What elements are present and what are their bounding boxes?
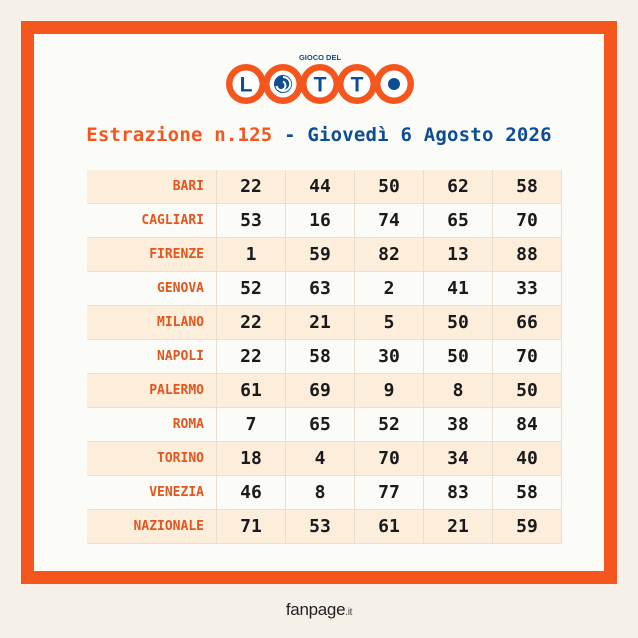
drawn-number: 13 [423, 237, 493, 272]
logo-balls [226, 64, 414, 104]
drawn-number: 46 [216, 475, 286, 510]
logo-letter: T [351, 74, 364, 97]
drawn-number: 21 [285, 305, 355, 340]
brand-name: fanpage [285, 600, 346, 619]
drawn-number: 53 [216, 203, 286, 238]
drawn-number: 52 [216, 271, 286, 306]
drawn-number: 50 [423, 305, 493, 340]
drawn-number: 38 [423, 407, 493, 442]
city-name: BARI [87, 170, 217, 204]
drawn-number: 50 [423, 339, 493, 374]
drawn-number: 59 [492, 509, 562, 544]
drawn-number: 8 [285, 475, 355, 510]
drawn-number: 62 [423, 170, 493, 204]
table-row: PALERMO 61 69 9 8 50 [87, 373, 562, 408]
drawn-number: 61 [354, 509, 424, 544]
drawn-number: 66 [492, 305, 562, 340]
city-name: FIRENZE [87, 237, 217, 272]
table-row: VENEZIA 46 8 77 83 58 [87, 475, 562, 510]
drawn-number: 34 [423, 441, 493, 476]
page-title: Estrazione n.125 - Giovedì 6 Agosto 2026 [0, 124, 638, 146]
drawn-number: 5 [354, 305, 424, 340]
drawn-number: 50 [492, 373, 562, 408]
drawn-number: 71 [216, 509, 286, 544]
drawn-number: 83 [423, 475, 493, 510]
city-name: PALERMO [87, 373, 217, 408]
logo-top-text: GIOCO DEL [299, 53, 342, 62]
draw-date: Giovedì 6 Agosto 2026 [307, 124, 552, 146]
drawn-number: 22 [216, 305, 286, 340]
drawn-number: 1 [216, 237, 286, 272]
table-row: GENOVA 52 63 2 41 33 [87, 271, 562, 306]
drawn-number: 65 [285, 407, 355, 442]
drawn-number: 21 [423, 509, 493, 544]
drawn-number: 59 [285, 237, 355, 272]
drawn-number: 50 [354, 170, 424, 204]
drawn-number: 70 [354, 441, 424, 476]
drawn-number: 33 [492, 271, 562, 306]
drawn-number: 58 [285, 339, 355, 374]
table-row: MILANO 22 21 5 50 66 [87, 305, 562, 340]
drawn-number: 63 [285, 271, 355, 306]
drawn-number: 30 [354, 339, 424, 374]
city-name: NAZIONALE [87, 509, 217, 544]
drawn-number: 61 [216, 373, 286, 408]
drawn-number: 8 [423, 373, 493, 408]
brand-tld: .it [345, 607, 353, 618]
drawn-number: 2 [354, 271, 424, 306]
drawn-number: 65 [423, 203, 493, 238]
logo-dot-icon [388, 78, 400, 90]
drawn-number: 82 [354, 237, 424, 272]
drawn-number: 74 [354, 203, 424, 238]
drawn-number: 58 [492, 170, 562, 204]
city-name: MILANO [87, 305, 217, 340]
drawn-number: 44 [285, 170, 355, 204]
table-row: NAZIONALE 71 53 61 21 59 [87, 509, 562, 544]
drawn-number: 70 [492, 339, 562, 374]
drawn-number: 69 [285, 373, 355, 408]
title-separator: - [284, 124, 296, 146]
city-name: CAGLIARI [87, 203, 217, 238]
city-name: VENEZIA [87, 475, 217, 510]
table-row: CAGLIARI 53 16 74 65 70 [87, 203, 562, 238]
drawn-number: 77 [354, 475, 424, 510]
table-row: TORINO 18 4 70 34 40 [87, 441, 562, 476]
draw-number: Estrazione n.125 [86, 124, 273, 146]
fanpage-logo: fanpage.it [0, 600, 638, 620]
table-row: NAPOLI 22 58 30 50 70 [87, 339, 562, 374]
logo-letter: T [314, 74, 327, 97]
drawn-number: 7 [216, 407, 286, 442]
drawn-number: 52 [354, 407, 424, 442]
logo-swirl-icon [274, 75, 292, 93]
drawn-number: 53 [285, 509, 355, 544]
table-row: ROMA 7 65 52 38 84 [87, 407, 562, 442]
drawn-number: 22 [216, 339, 286, 374]
results-table: BARI 22 44 50 62 58 CAGLIARI 53 16 74 65 70 FIRENZE 1… [87, 170, 562, 544]
table-row: FIRENZE 1 59 82 13 88 [87, 237, 562, 272]
drawn-number: 58 [492, 475, 562, 510]
drawn-number: 9 [354, 373, 424, 408]
drawn-number: 88 [492, 237, 562, 272]
logo-letter: L [240, 74, 253, 97]
drawn-number: 16 [285, 203, 355, 238]
city-name: NAPOLI [87, 339, 217, 374]
drawn-number: 84 [492, 407, 562, 442]
drawn-number: 40 [492, 441, 562, 476]
table-row: BARI 22 44 50 62 58 [87, 170, 562, 204]
drawn-number: 41 [423, 271, 493, 306]
drawn-number: 18 [216, 441, 286, 476]
drawn-number: 70 [492, 203, 562, 238]
city-name: TORINO [87, 441, 217, 476]
drawn-number: 22 [216, 170, 286, 204]
city-name: GENOVA [87, 271, 217, 306]
city-name: ROMA [87, 407, 217, 442]
drawn-number: 4 [285, 441, 355, 476]
lotto-logo: GIOCO DEL L T T [226, 53, 414, 104]
